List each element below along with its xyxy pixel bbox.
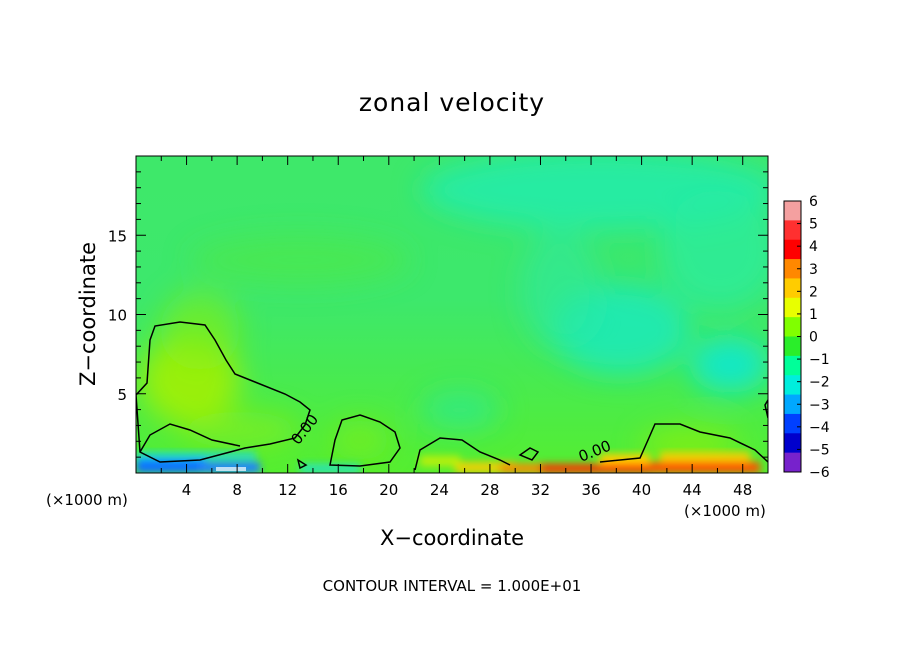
colorbar-swatch xyxy=(784,336,801,357)
colorbar-swatch xyxy=(784,297,801,318)
contour-small-1 xyxy=(296,458,308,470)
contour-interval-note: CONTOUR INTERVAL = 1.000E+01 xyxy=(322,577,582,595)
colorbar-swatch xyxy=(784,220,801,241)
contour-small-2 xyxy=(518,447,540,461)
x-tick-label: 20 xyxy=(379,481,398,499)
y-ticks: 5 10 15 xyxy=(108,171,768,458)
chart-title: zonal velocity xyxy=(358,88,546,117)
contour-lines xyxy=(136,321,768,471)
x-unit-left: (×1000 m) xyxy=(46,491,128,509)
contour-mid-1 xyxy=(329,414,401,467)
x-tick-label: 4 xyxy=(182,481,192,499)
contour-right xyxy=(599,423,768,463)
colorbar-label: −4 xyxy=(809,420,830,436)
colorbar-label: −5 xyxy=(809,442,830,458)
colorbar-swatch xyxy=(784,201,801,221)
x-tick-label: 36 xyxy=(581,481,600,499)
x-tick-label: 44 xyxy=(683,481,702,499)
colorbar-label: 6 xyxy=(809,194,818,210)
colorbar-swatch xyxy=(784,259,801,279)
colorbar-swatch xyxy=(784,413,801,434)
x-tick-label: 8 xyxy=(232,481,242,499)
y-tick-label: 15 xyxy=(108,227,127,245)
contour-small-3 xyxy=(764,398,768,419)
x-tick-label: 40 xyxy=(632,481,651,499)
x-tick-label: 16 xyxy=(329,481,348,499)
velocity-field: 0.00 0.00 xyxy=(136,156,768,473)
colorbar-swatch xyxy=(784,394,801,415)
colorbar-label: 1 xyxy=(809,307,818,323)
colorbar-label: 3 xyxy=(809,262,818,278)
y-tick-label: 5 xyxy=(117,386,127,404)
x-tick-label: 32 xyxy=(531,481,550,499)
colorbar-label: 0 xyxy=(809,330,818,346)
x-ticks: 4 8 12 16 20 24 28 32 36 40 44 48 xyxy=(160,156,752,499)
colorbar-swatch xyxy=(784,452,801,473)
colorbar-label: 2 xyxy=(809,284,818,300)
x-tick-label: 28 xyxy=(480,481,499,499)
colorbar-label: −1 xyxy=(809,352,830,368)
contour-mid-2 xyxy=(414,437,511,471)
colorbar-swatch xyxy=(784,355,801,376)
colorbar-swatch xyxy=(784,239,801,260)
x-unit-right: (×1000 m) xyxy=(684,502,766,520)
colorbar-swatch xyxy=(784,375,801,396)
colorbar-swatch xyxy=(784,278,801,299)
x-tick-label: 48 xyxy=(733,481,752,499)
colorbar-label: −6 xyxy=(809,465,830,481)
colorbar-label: −3 xyxy=(809,397,830,413)
x-tick-label: 12 xyxy=(278,481,297,499)
colorbar: 6 5 4 3 2 1 0 −1 −2 −3 −4 −5 −6 xyxy=(783,194,830,481)
x-axis-label: X−coordinate xyxy=(380,526,524,550)
colorbar-label: 5 xyxy=(809,217,818,233)
colorbar-label: −2 xyxy=(809,375,830,391)
colorbar-swatch xyxy=(784,317,801,337)
colorbar-swatch xyxy=(784,433,801,454)
x-tick-label: 24 xyxy=(430,481,449,499)
colorbar-label: 4 xyxy=(809,239,818,255)
y-tick-label: 10 xyxy=(108,307,127,325)
contour-left-large xyxy=(136,321,311,463)
